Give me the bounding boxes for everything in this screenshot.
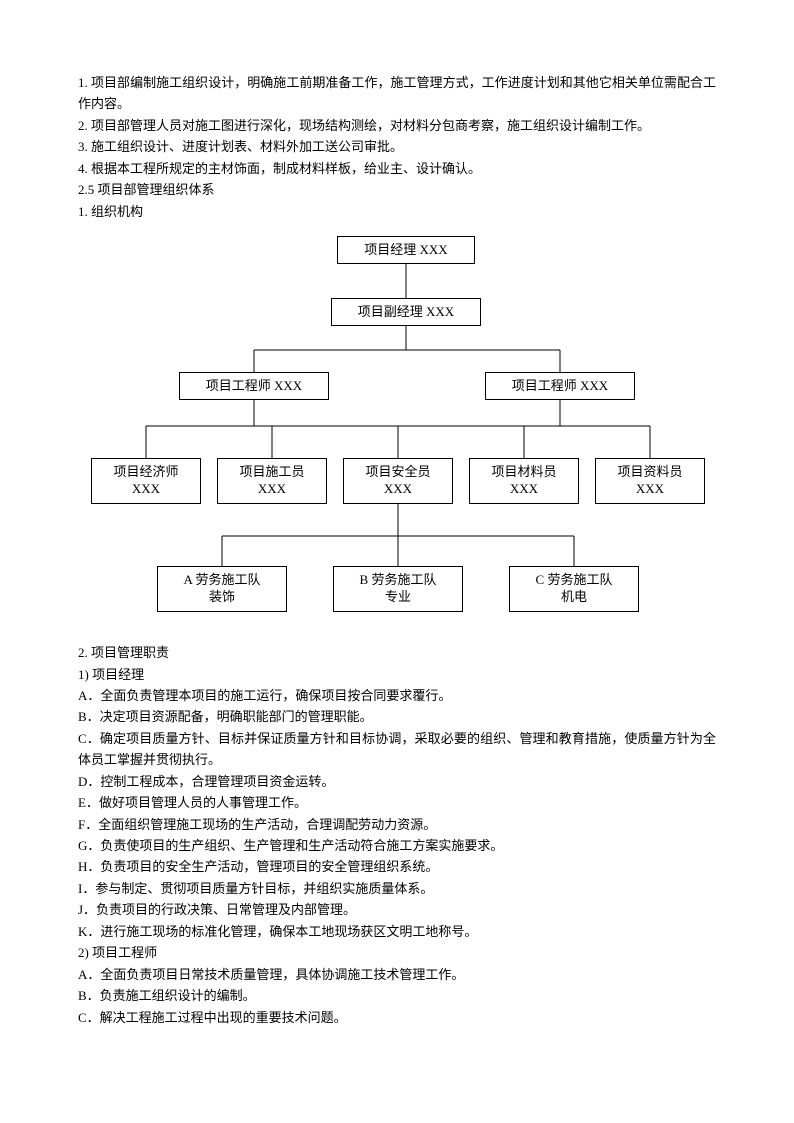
s2-pm-head: 1) 项目经理	[78, 664, 716, 685]
intro-p1: 1. 项目部编制施工组织设计，明确施工前期准备工作，施工管理方式，工作进度计划和…	[78, 72, 716, 115]
node-document-l1: 项目资料员	[617, 464, 682, 481]
s2-j: J．负责项目的行政决策、日常管理及内部管理。	[78, 899, 716, 920]
s2-h: H．负责项目的安全生产活动，管理项目的安全管理组织系统。	[78, 856, 716, 877]
s2-i: I．参与制定、贯彻项目质量方针目标，并组织实施质量体系。	[78, 878, 716, 899]
s2-a: A．全面负责管理本项目的施工运行，确保项目按合同要求覆行。	[78, 685, 716, 706]
s2-f: F．全面组织管理施工现场的生产活动，合理调配劳动力资源。	[78, 814, 716, 835]
node-team-c-l1: C 劳务施工队	[536, 572, 613, 589]
node-material-l1: 项目材料员	[491, 464, 556, 481]
node-team-a-l2: 装饰	[209, 589, 235, 606]
node-constructor-l1: 项目施工员	[239, 464, 304, 481]
node-team-c: C 劳务施工队 机电	[509, 566, 639, 612]
node-document-l2: XXX	[636, 481, 664, 498]
node-economist-l2: XXX	[132, 481, 160, 498]
node-engineer-1: 项目工程师 XXX	[179, 372, 329, 400]
intro-p4: 4. 根据本工程所规定的主材饰面，制成材料样板，给业主、设计确认。	[78, 158, 716, 179]
node-economist: 项目经济师 XXX	[91, 458, 201, 504]
node-safety-l2: XXX	[384, 481, 412, 498]
org-chart: 项目经理 XXX 项目副经理 XXX 项目工程师 XXX 项目工程师 XXX 项…	[87, 236, 707, 636]
node-constructor: 项目施工员 XXX	[217, 458, 327, 504]
node-engineer-2: 项目工程师 XXX	[485, 372, 635, 400]
intro-p6: 1. 组织机构	[78, 201, 716, 222]
intro-p2: 2. 项目部管理人员对施工图进行深化，现场结构测绘，对材料分包商考察，施工组织设…	[78, 115, 716, 136]
node-project-manager: 项目经理 XXX	[337, 236, 475, 264]
node-team-a-l1: A 劳务施工队	[184, 572, 261, 589]
node-economist-l1: 项目经济师	[113, 464, 178, 481]
s2-k: K．进行施工现场的标准化管理，确保本工地现场获区文明工地称号。	[78, 921, 716, 942]
s2-b: B．决定项目资源配备，明确职能部门的管理职能。	[78, 706, 716, 727]
s2-g: G．负责使项目的生产组织、生产管理和生产活动符合施工方案实施要求。	[78, 835, 716, 856]
intro-p3: 3. 施工组织设计、进度计划表、材料外加工送公司审批。	[78, 136, 716, 157]
document-page: 1. 项目部编制施工组织设计，明确施工前期准备工作，施工管理方式，工作进度计划和…	[0, 0, 794, 1088]
node-team-b: B 劳务施工队 专业	[333, 566, 463, 612]
node-material-l2: XXX	[510, 481, 538, 498]
node-deputy-manager: 项目副经理 XXX	[331, 298, 481, 326]
node-safety-l1: 项目安全员	[365, 464, 430, 481]
s2-eng-head: 2) 项目工程师	[78, 942, 716, 963]
s2-c: C．确定项目质量方针、目标并保证质量方针和目标协调，采取必要的组织、管理和教育措…	[78, 728, 716, 771]
s2-d: D．控制工程成本，合理管理项目资金运转。	[78, 771, 716, 792]
s2-c2: C．解决工程施工过程中出现的重要技术问题。	[78, 1007, 716, 1028]
node-team-c-l2: 机电	[561, 589, 587, 606]
s2-a2: A．全面负责项目日常技术质量管理，具体协调施工技术管理工作。	[78, 964, 716, 985]
node-team-b-l1: B 劳务施工队	[360, 572, 437, 589]
s2-b2: B．负责施工组织设计的编制。	[78, 985, 716, 1006]
s2-e: E．做好项目管理人员的人事管理工作。	[78, 792, 716, 813]
node-document: 项目资料员 XXX	[595, 458, 705, 504]
node-team-b-l2: 专业	[385, 589, 411, 606]
node-safety: 项目安全员 XXX	[343, 458, 453, 504]
s2-head: 2. 项目管理职责	[78, 642, 716, 663]
node-team-a: A 劳务施工队 装饰	[157, 566, 287, 612]
node-constructor-l2: XXX	[258, 481, 286, 498]
node-material: 项目材料员 XXX	[469, 458, 579, 504]
intro-p5: 2.5 项目部管理组织体系	[78, 179, 716, 200]
